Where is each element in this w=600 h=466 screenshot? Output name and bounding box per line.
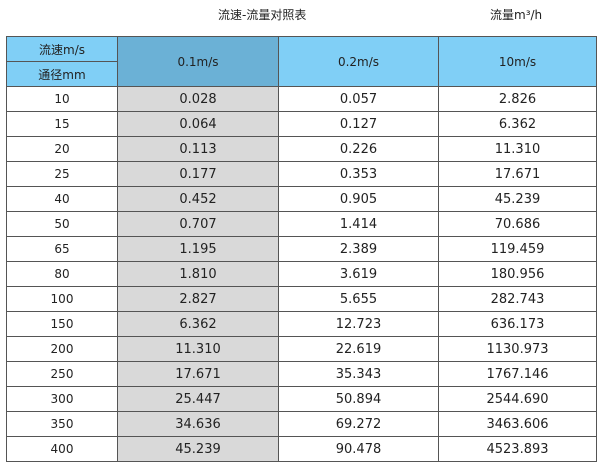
- table-row: 15 0.064 0.127 6.362: [6, 111, 597, 137]
- table-row: 250 17.671 35.343 1767.146: [6, 361, 597, 387]
- flow-cell: 0.177: [117, 161, 279, 187]
- diameter-cell: 25: [6, 161, 118, 187]
- diameter-cell: 300: [6, 386, 118, 412]
- flow-cell: 0.353: [278, 161, 439, 187]
- column-header: 0.2m/s: [278, 36, 439, 87]
- flow-cell: 70.686: [438, 211, 597, 237]
- title-bar: 流速-流量对照表 流量m³/h: [0, 6, 600, 22]
- flow-cell: 119.459: [438, 236, 597, 262]
- table-row: 10 0.028 0.057 2.826: [6, 86, 597, 112]
- flow-cell: 0.707: [117, 211, 279, 237]
- diameter-cell: 400: [6, 436, 118, 462]
- table-row: 20 0.113 0.226 11.310: [6, 136, 597, 162]
- flow-cell: 282.743: [438, 286, 597, 312]
- flow-cell: 1.414: [278, 211, 439, 237]
- table-row: 300 25.447 50.894 2544.690: [6, 386, 597, 412]
- flow-cell: 45.239: [117, 436, 279, 462]
- diameter-cell: 15: [6, 111, 118, 137]
- flow-cell: 6.362: [117, 311, 279, 337]
- column-header: 0.1m/s: [117, 36, 279, 87]
- flow-cell: 0.064: [117, 111, 279, 137]
- flow-cell: 3.619: [278, 261, 439, 287]
- flow-cell: 0.905: [278, 186, 439, 212]
- flow-cell: 2.826: [438, 86, 597, 112]
- flow-cell: 11.310: [438, 136, 597, 162]
- flow-cell: 50.894: [278, 386, 439, 412]
- flow-cell: 4523.893: [438, 436, 597, 462]
- flow-cell: 0.226: [278, 136, 439, 162]
- corner-header-velocity: 流速m/s: [6, 36, 118, 62]
- diameter-cell: 100: [6, 286, 118, 312]
- flow-cell: 636.173: [438, 311, 597, 337]
- table-row: 400 45.239 90.478 4523.893: [6, 436, 597, 462]
- table-title: 流速-流量对照表: [218, 8, 307, 22]
- flow-cell: 6.362: [438, 111, 597, 137]
- flow-cell: 3463.606: [438, 411, 597, 437]
- flow-cell: 2.827: [117, 286, 279, 312]
- flow-cell: 2.389: [278, 236, 439, 262]
- diameter-cell: 50: [6, 211, 118, 237]
- flow-cell: 2544.690: [438, 386, 597, 412]
- flow-cell: 1767.146: [438, 361, 597, 387]
- table-row: 50 0.707 1.414 70.686: [6, 211, 597, 237]
- table-row: 65 1.195 2.389 119.459: [6, 236, 597, 262]
- flow-cell: 34.636: [117, 411, 279, 437]
- flow-cell: 22.619: [278, 336, 439, 362]
- unit-label: 流量m³/h: [490, 8, 543, 22]
- corner-header-diameter: 通径mm: [6, 61, 118, 87]
- flow-cell: 0.452: [117, 186, 279, 212]
- table-row: 80 1.810 3.619 180.956: [6, 261, 597, 287]
- table-row: 350 34.636 69.272 3463.606: [6, 411, 597, 437]
- diameter-cell: 80: [6, 261, 118, 287]
- flow-cell: 1.810: [117, 261, 279, 287]
- flow-cell: 69.272: [278, 411, 439, 437]
- flow-cell: 25.447: [117, 386, 279, 412]
- flow-cell: 35.343: [278, 361, 439, 387]
- diameter-cell: 40: [6, 186, 118, 212]
- diameter-cell: 10: [6, 86, 118, 112]
- table-row: 150 6.362 12.723 636.173: [6, 311, 597, 337]
- table-row: 100 2.827 5.655 282.743: [6, 286, 597, 312]
- flow-cell: 0.113: [117, 136, 279, 162]
- diameter-cell: 150: [6, 311, 118, 337]
- flow-cell: 1130.973: [438, 336, 597, 362]
- flow-rate-table: 流速m/s 0.1m/s 0.2m/s 10m/s 通径mm 10 0.028 0.…: [6, 36, 597, 462]
- flow-cell: 0.127: [278, 111, 439, 137]
- diameter-cell: 250: [6, 361, 118, 387]
- diameter-cell: 65: [6, 236, 118, 262]
- diameter-cell: 20: [6, 136, 118, 162]
- diameter-cell: 200: [6, 336, 118, 362]
- flow-cell: 11.310: [117, 336, 279, 362]
- table-row: 200 11.310 22.619 1130.973: [6, 336, 597, 362]
- flow-cell: 45.239: [438, 186, 597, 212]
- flow-cell: 1.195: [117, 236, 279, 262]
- table-row: 25 0.177 0.353 17.671: [6, 161, 597, 187]
- column-header: 10m/s: [438, 36, 597, 87]
- flow-cell: 5.655: [278, 286, 439, 312]
- flow-cell: 17.671: [438, 161, 597, 187]
- flow-cell: 17.671: [117, 361, 279, 387]
- diameter-cell: 350: [6, 411, 118, 437]
- table-row: 40 0.452 0.905 45.239: [6, 186, 597, 212]
- flow-cell: 180.956: [438, 261, 597, 287]
- flow-cell: 90.478: [278, 436, 439, 462]
- flow-cell: 12.723: [278, 311, 439, 337]
- flow-cell: 0.057: [278, 86, 439, 112]
- flow-cell: 0.028: [117, 86, 279, 112]
